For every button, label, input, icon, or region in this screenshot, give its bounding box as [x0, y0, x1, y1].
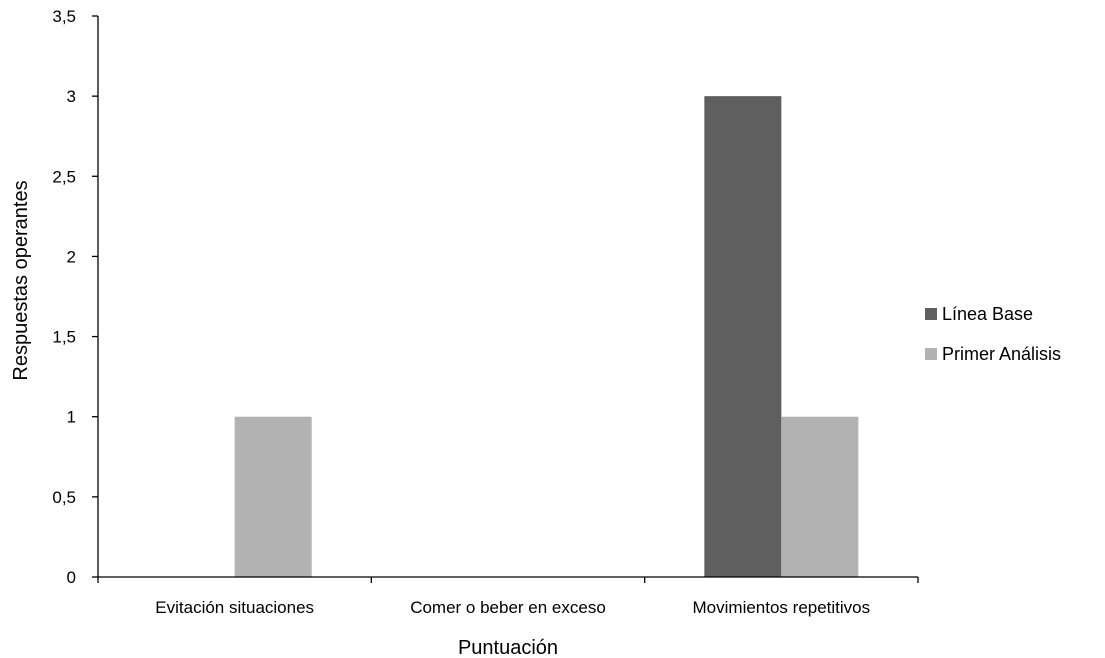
y-tick-label: 2,5 — [52, 167, 76, 186]
legend-swatch — [925, 308, 937, 320]
y-tick-label: 1 — [67, 408, 76, 427]
x-axis-title: Puntuación — [458, 637, 558, 658]
bar — [704, 96, 782, 578]
x-tick-label: Movimientos repetitivos — [693, 598, 871, 617]
y-tick-label: 2 — [67, 247, 76, 266]
y-tick-label: 3 — [67, 87, 76, 106]
bar — [781, 416, 859, 577]
y-axis-title: Respuestas operantes — [10, 180, 32, 380]
y-tick-label: 0 — [67, 568, 76, 587]
legend-swatch — [925, 348, 937, 360]
y-tick-label: 0,5 — [52, 488, 76, 507]
x-tick-label: Evitación situaciones — [155, 598, 314, 617]
legend: Línea Base Primer Análisis — [925, 304, 1061, 364]
y-axis-ticks: 0 0,5 1 1,5 2 2,5 3 3,5 — [52, 7, 98, 587]
y-tick-label: 3,5 — [52, 7, 76, 26]
x-axis-ticks: Evitación situaciones Comer o beber en ex… — [97, 577, 919, 617]
bars — [234, 96, 859, 578]
x-tick-label: Comer o beber en exceso — [410, 598, 606, 617]
legend-label: Línea Base — [942, 304, 1033, 324]
bar — [234, 416, 312, 577]
legend-label: Primer Análisis — [942, 344, 1061, 364]
y-tick-label: 1,5 — [52, 328, 76, 347]
axes — [97, 16, 918, 578]
